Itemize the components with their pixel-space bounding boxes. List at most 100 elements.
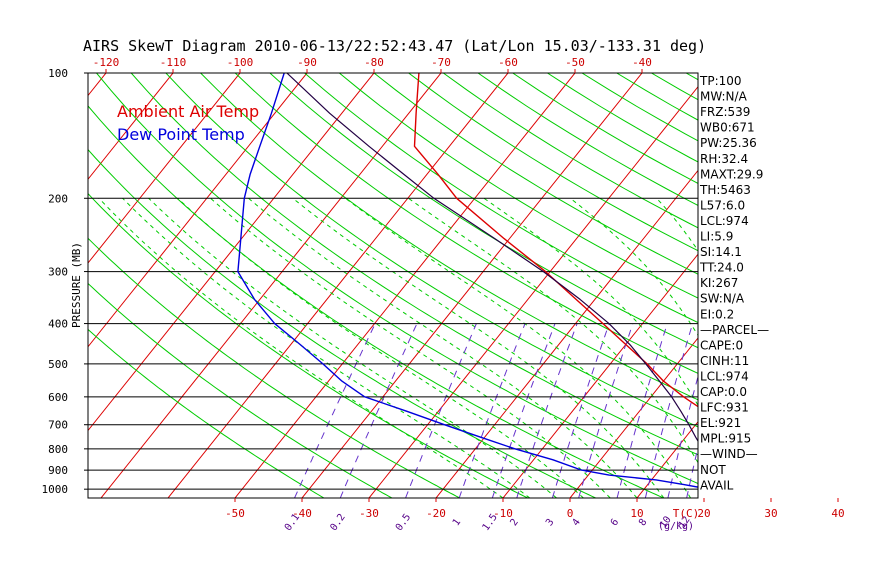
dry-adiabat-line <box>0 54 407 506</box>
mixing-ratio-label: 6 <box>609 517 621 528</box>
isotherm-line <box>0 54 121 506</box>
mixing-ratio-unit-label: (g/kg) <box>658 521 694 532</box>
index-item: TT:24.0 <box>699 261 744 275</box>
moist-adiabat-line <box>99 198 503 498</box>
dry-adiabat-line <box>284 54 870 506</box>
top-temp-tick-label: -50 <box>565 56 585 69</box>
index-item: SI:14.1 <box>700 245 742 259</box>
index-item: —WIND— <box>700 447 758 461</box>
series-layer <box>238 73 762 492</box>
index-item: CINH:11 <box>700 354 749 368</box>
mixing-ratio-line <box>406 324 477 498</box>
pressure-tick-label: 200 <box>48 192 68 205</box>
index-item: NOT <box>700 463 726 477</box>
index-item: CAPE:0 <box>700 338 743 352</box>
bottom-temp-tick-label: 0 <box>567 507 574 520</box>
isotherm-line <box>0 54 188 506</box>
index-item: MAXT:29.9 <box>700 167 763 181</box>
index-item: EL:921 <box>700 416 741 430</box>
top-temp-tick-label: -100 <box>227 56 254 69</box>
mixing-ratio-label: 3 <box>544 517 556 528</box>
moist-adiabat-line <box>149 198 557 498</box>
top-temp-tick-label: -70 <box>431 56 451 69</box>
index-item: KI:267 <box>700 276 738 290</box>
top-temp-tick-label: -40 <box>632 56 652 69</box>
top-temp-tick-label: -110 <box>160 56 187 69</box>
chart-title: AIRS SkewT Diagram 2010-06-13/22:52:43.4… <box>83 37 706 55</box>
dry-adiabat-line <box>149 54 870 506</box>
index-item: LFC:931 <box>700 401 749 415</box>
pressure-tick-label: 300 <box>48 266 68 279</box>
pressure-tick-label: 400 <box>48 318 68 331</box>
index-item: RH:32.4 <box>700 152 748 166</box>
legend-air-temp: Ambient Air Temp <box>117 102 259 121</box>
index-item: PW:25.36 <box>700 136 757 150</box>
temp-unit-label: T(C) <box>673 507 700 520</box>
mixing-ratio-line <box>617 324 667 498</box>
isotherm-line <box>228 54 590 506</box>
bottom-temp-tick-label: 40 <box>831 507 844 520</box>
index-item: SW:N/A <box>700 292 745 306</box>
isobar-layer <box>88 198 698 489</box>
index-item: EI:0.2 <box>700 307 734 321</box>
pressure-tick-label: 700 <box>48 419 68 432</box>
mixing-ratio-label: 1 <box>451 517 463 528</box>
parcel-profile <box>287 73 748 492</box>
pressure-tick-label: 600 <box>48 391 68 404</box>
mixing-ratio-line <box>552 324 609 498</box>
legend-dew-point: Dew Point Temp <box>117 125 245 144</box>
moist-adiabat-line <box>178 198 584 498</box>
top-temp-tick-label: -80 <box>364 56 384 69</box>
dry-adiabat-line <box>183 54 870 506</box>
dry-adiabat-line <box>755 54 870 506</box>
dry-adiabat-line <box>48 54 683 506</box>
index-item: LI:5.9 <box>700 230 733 244</box>
top-temp-tick-label: -60 <box>498 56 518 69</box>
mixing-ratio-line <box>645 324 692 498</box>
bottom-temp-tick-label: -30 <box>359 507 379 520</box>
pressure-tick-label: 500 <box>48 358 68 371</box>
isotherm-line <box>362 54 724 506</box>
bottom-temp-tick-label: 10 <box>630 507 643 520</box>
y-axis-label: PRESSURE (MB) <box>70 242 83 328</box>
isotherm-line <box>0 54 54 506</box>
index-item: TP:100 <box>699 74 742 88</box>
index-item: AVAIL <box>700 478 734 492</box>
bottom-temp-tick-label: 30 <box>764 507 777 520</box>
isotherm-line <box>764 54 870 506</box>
bottom-temp-tick-label: -50 <box>225 507 245 520</box>
mixing-ratio-line <box>517 324 577 498</box>
moist-adiabat-line <box>409 198 718 498</box>
top-temp-tick-label: -90 <box>297 56 317 69</box>
pressure-tick-label: 1000 <box>42 483 69 496</box>
index-item: LCL:974 <box>700 369 749 383</box>
mixing-ratio-line <box>819 324 847 498</box>
isotherm-line <box>0 54 322 506</box>
bottom-temp-tick-label: 20 <box>697 507 710 520</box>
top-temp-tick-label: -120 <box>93 56 120 69</box>
dry-adiabat-line <box>654 54 870 506</box>
index-item: CAP:0.0 <box>700 385 747 399</box>
index-item: FRZ:539 <box>700 105 750 119</box>
mixing-ratio-line <box>786 324 818 498</box>
pressure-tick-label: 900 <box>48 464 68 477</box>
mixing-ratio-line <box>766 324 800 498</box>
index-item: MW:N/A <box>700 90 748 104</box>
isotherm-line <box>0 54 255 506</box>
bottom-temp-tick-label: -40 <box>292 507 312 520</box>
isotherm-line <box>831 54 870 506</box>
moist-adiabat-line <box>249 198 638 498</box>
mixing-ratio-label: 0.5 <box>394 512 413 533</box>
index-item: LCL:974 <box>700 214 749 228</box>
index-item: MPL:915 <box>700 432 751 446</box>
index-item: L57:6.0 <box>700 198 745 212</box>
dry-adiabat-line <box>0 54 338 506</box>
index-item: TH:5463 <box>699 183 751 197</box>
index-item: WB0:671 <box>700 121 755 135</box>
index-item: —PARCEL— <box>700 323 769 337</box>
pressure-tick-label: 800 <box>48 443 68 456</box>
moist-adiabat-line <box>293 198 664 498</box>
